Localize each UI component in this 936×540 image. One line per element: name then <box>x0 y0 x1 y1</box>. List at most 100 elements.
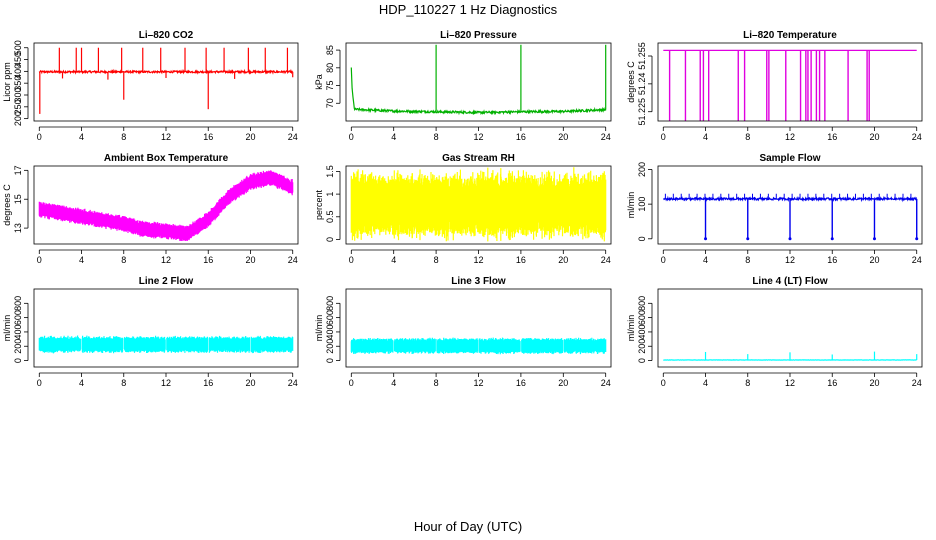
x-axis: 0 4 8 12 16 20 24 <box>37 372 298 388</box>
x-tick-label: 4 <box>703 378 708 388</box>
y-tick-label: 0 <box>325 237 335 242</box>
y-axis-label: ml/min <box>626 315 636 342</box>
x-tick-label: 8 <box>434 132 439 142</box>
x-tick-label: 12 <box>161 255 171 265</box>
series-data <box>38 170 294 241</box>
x-tick-label: 24 <box>288 132 298 142</box>
x-tick-label: 4 <box>391 255 396 265</box>
x-axis: 0 4 8 12 16 20 24 <box>349 126 611 142</box>
figure-title: HDP_110227 1 Hz Diagnostics <box>379 2 558 17</box>
x-tick-label: 4 <box>703 132 708 142</box>
x-tick-label: 24 <box>601 255 611 265</box>
y-tick-label: 600 <box>637 310 647 325</box>
panel-title: Line 4 (LT) Flow <box>752 276 828 287</box>
data-band <box>350 167 607 242</box>
x-tick-label: 20 <box>558 378 568 388</box>
data-point <box>746 237 750 241</box>
x-tick-label: 8 <box>434 378 439 388</box>
y-tick-label: 600 <box>325 310 335 325</box>
chart-panel-5: Gas Stream RH 0 4 8 12 16 20 24 0 0.5 1 1.5 percent <box>314 153 612 265</box>
x-tick-label: 16 <box>827 378 837 388</box>
x-tick-label: 24 <box>601 132 611 142</box>
x-axis: 0 4 8 12 16 20 24 <box>349 372 611 388</box>
y-tick-label: 1.5 <box>325 165 335 178</box>
x-tick-label: 8 <box>121 378 126 388</box>
y-tick-label: 200 <box>325 339 335 354</box>
y-tick-label: 450 <box>13 52 23 67</box>
plot-frame <box>33 165 299 245</box>
data-band <box>38 170 294 241</box>
series-data <box>38 335 294 354</box>
data-point <box>915 237 919 241</box>
plot-frame <box>33 42 299 122</box>
y-axis-label: degrees C <box>626 61 636 103</box>
y-tick-label: 200 <box>637 339 647 354</box>
chart-panel-7: Line 2 Flow 0 4 8 12 16 20 24 0 200400600800ml/mi… <box>2 276 299 388</box>
y-tick-label: 400 <box>13 324 23 339</box>
panel-title: Line 2 Flow <box>139 276 194 287</box>
chart-panel-6: Sample Flow 0 4 8 12 16 20 24 0 100 200 ml/min <box>626 153 923 265</box>
y-tick-label: 51.24 <box>637 73 647 96</box>
panel-title: Li–820 CO2 <box>139 30 194 41</box>
y-axis-label: percent <box>314 189 324 220</box>
panel-title: Line 3 Flow <box>451 276 506 287</box>
x-tick-label: 24 <box>601 378 611 388</box>
y-tick-label: 250 <box>13 99 23 114</box>
x-tick-label: 24 <box>288 378 298 388</box>
plot-frame <box>345 288 612 368</box>
y-tick-label: 200 <box>637 162 647 177</box>
x-tick-label: 0 <box>37 132 42 142</box>
x-tick-label: 8 <box>434 255 439 265</box>
y-axis: 0 0.5 1 1.5 percent <box>314 165 341 242</box>
y-tick-label: 51.255 <box>637 42 647 70</box>
data-line <box>350 67 607 116</box>
data-point <box>704 237 708 241</box>
x-tick-label: 24 <box>912 378 922 388</box>
y-tick-label: 75 <box>325 81 335 91</box>
x-tick-label: 20 <box>869 132 879 142</box>
y-axis-label: kPa <box>314 74 324 90</box>
y-tick-label: 200 <box>13 339 23 354</box>
series-data <box>350 44 607 116</box>
x-tick-label: 8 <box>745 378 750 388</box>
x-tick-label: 20 <box>245 378 255 388</box>
plot-frame <box>657 42 923 122</box>
chart-panel-9: Line 4 (LT) Flow 0 4 8 12 16 20 24 0 200400600800… <box>626 276 923 388</box>
chart-panel-4: Ambient Box Temperature 0 4 8 12 16 20 24 13 15 17… <box>2 153 299 265</box>
data-point <box>788 237 792 241</box>
panel-title: Ambient Box Temperature <box>104 153 229 164</box>
x-tick-label: 16 <box>203 132 213 142</box>
data-band <box>350 337 607 355</box>
y-tick-label: 80 <box>325 63 335 73</box>
x-tick-label: 16 <box>827 132 837 142</box>
x-axis: 0 4 8 12 16 20 24 <box>661 372 922 388</box>
y-axis-label: degrees C <box>2 184 12 226</box>
x-tick-label: 8 <box>745 132 750 142</box>
x-tick-label: 12 <box>473 255 483 265</box>
x-tick-label: 20 <box>558 132 568 142</box>
series-data <box>663 193 919 241</box>
series-data <box>38 47 294 114</box>
x-tick-label: 16 <box>516 255 526 265</box>
chart-panel-2: Li–820 Pressure 0 4 8 12 16 20 24 70 75 80 85 kPa <box>314 30 612 142</box>
panel-title: Li–820 Pressure <box>440 30 517 41</box>
y-tick-label: 800 <box>637 296 647 311</box>
y-tick-label: 800 <box>325 296 335 311</box>
series-data <box>350 167 607 242</box>
y-tick-label: 400 <box>13 64 23 79</box>
y-tick-label: 0 <box>13 358 23 363</box>
y-tick-label: 15 <box>13 194 23 204</box>
x-tick-label: 12 <box>473 378 483 388</box>
x-tick-label: 4 <box>79 132 84 142</box>
x-tick-label: 20 <box>869 378 879 388</box>
x-tick-label: 12 <box>785 378 795 388</box>
x-axis: 0 4 8 12 16 20 24 <box>661 249 922 265</box>
y-tick-label: 100 <box>637 197 647 212</box>
y-tick-label: 350 <box>13 76 23 91</box>
x-tick-label: 24 <box>288 255 298 265</box>
y-axis-label: ml/min <box>626 192 636 219</box>
